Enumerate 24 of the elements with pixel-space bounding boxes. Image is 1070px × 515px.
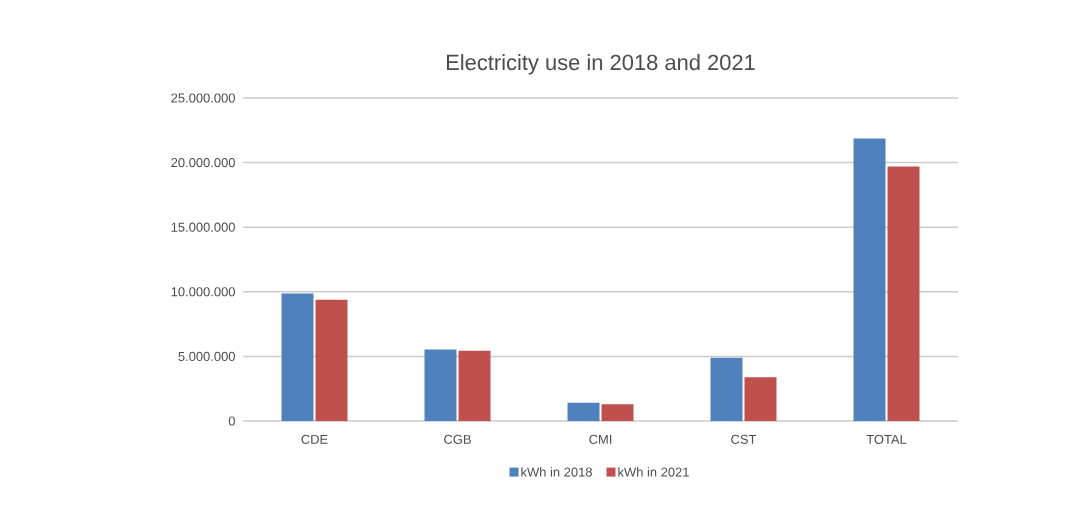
y-tick-label: 20.000.000	[171, 158, 235, 168]
x-tick-label: CDE	[301, 434, 328, 444]
x-tick-label: TOTAL	[866, 434, 907, 444]
y-tick-label: 15.000.000	[171, 222, 235, 232]
y-tick-label: 25.000.000	[171, 93, 235, 103]
chart-title: Electricity use in 2018 and 2021	[446, 54, 755, 75]
legend-label: kWh in 2018	[521, 467, 592, 477]
x-tick-label: CST	[731, 434, 757, 444]
bar	[315, 299, 348, 421]
bar	[424, 349, 457, 421]
y-tick-label: 0	[228, 416, 235, 426]
x-tick-label: CMI	[589, 434, 612, 444]
bar	[744, 377, 777, 421]
bar	[601, 404, 634, 421]
bar	[853, 138, 886, 421]
bar	[281, 293, 314, 421]
bar	[710, 357, 743, 421]
legend-label: kWh in 2021	[618, 467, 689, 477]
bar	[887, 166, 920, 421]
bar	[567, 402, 600, 421]
y-tick-label: 10.000.000	[171, 287, 235, 297]
bar	[458, 350, 491, 421]
x-tick-label: CGB	[444, 434, 471, 444]
y-tick-label: 5.000.000	[178, 351, 235, 361]
